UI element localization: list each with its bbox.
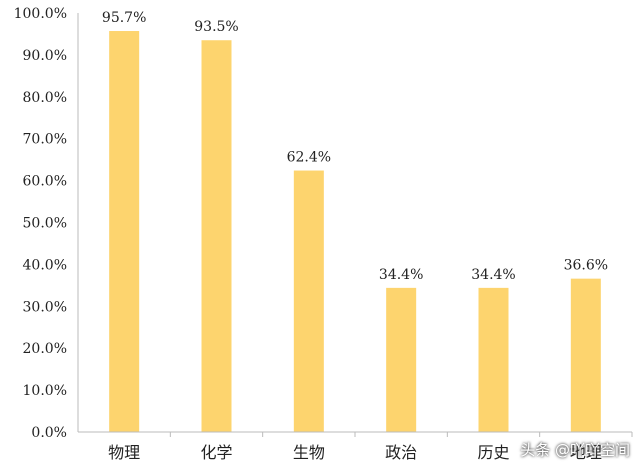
- category-label: 历史: [477, 443, 509, 462]
- x-axis: 物理 化学 生物 政治 历史 地理: [78, 431, 633, 462]
- bars: [109, 31, 601, 433]
- y-tick-label: 0.0%: [31, 425, 67, 441]
- y-tick-label: 10.0%: [23, 383, 67, 399]
- data-labels: 95.7% 93.5% 62.4% 34.4% 34.4% 36.6%: [102, 10, 608, 283]
- y-tick-label: 50.0%: [23, 216, 67, 232]
- watermark-text: 头条 @吖吖空间: [520, 441, 630, 459]
- y-tick-label: 100.0%: [14, 6, 67, 22]
- data-label: 95.7%: [102, 10, 146, 26]
- y-axis: 0.0% 10.0% 20.0% 30.0% 40.0% 50.0% 60.0% 70.0% 8…: [14, 6, 79, 441]
- data-label: 34.4%: [471, 267, 515, 283]
- y-tick-label: 30.0%: [23, 299, 67, 315]
- category-label: 生物: [293, 443, 325, 462]
- y-tick-label: 80.0%: [23, 90, 67, 106]
- bar: [386, 287, 417, 432]
- bar: [201, 40, 232, 433]
- y-tick-label: 40.0%: [23, 257, 67, 273]
- bar: [478, 287, 509, 432]
- data-label: 62.4%: [287, 150, 331, 166]
- bar: [570, 278, 601, 432]
- bar: [293, 170, 324, 432]
- y-tick-label: 60.0%: [23, 174, 67, 190]
- data-label: 34.4%: [379, 267, 423, 283]
- category-label: 政治: [385, 443, 417, 462]
- y-tick-label: 20.0%: [23, 341, 67, 357]
- data-label: 93.5%: [194, 19, 238, 35]
- bar: [109, 31, 140, 433]
- category-label: 化学: [200, 443, 232, 462]
- category-label: 地理: [570, 443, 602, 462]
- data-label: 36.6%: [564, 258, 608, 274]
- y-tick-label: 90.0%: [23, 48, 67, 64]
- category-label: 物理: [108, 443, 140, 462]
- y-tick-label: 70.0%: [23, 132, 67, 148]
